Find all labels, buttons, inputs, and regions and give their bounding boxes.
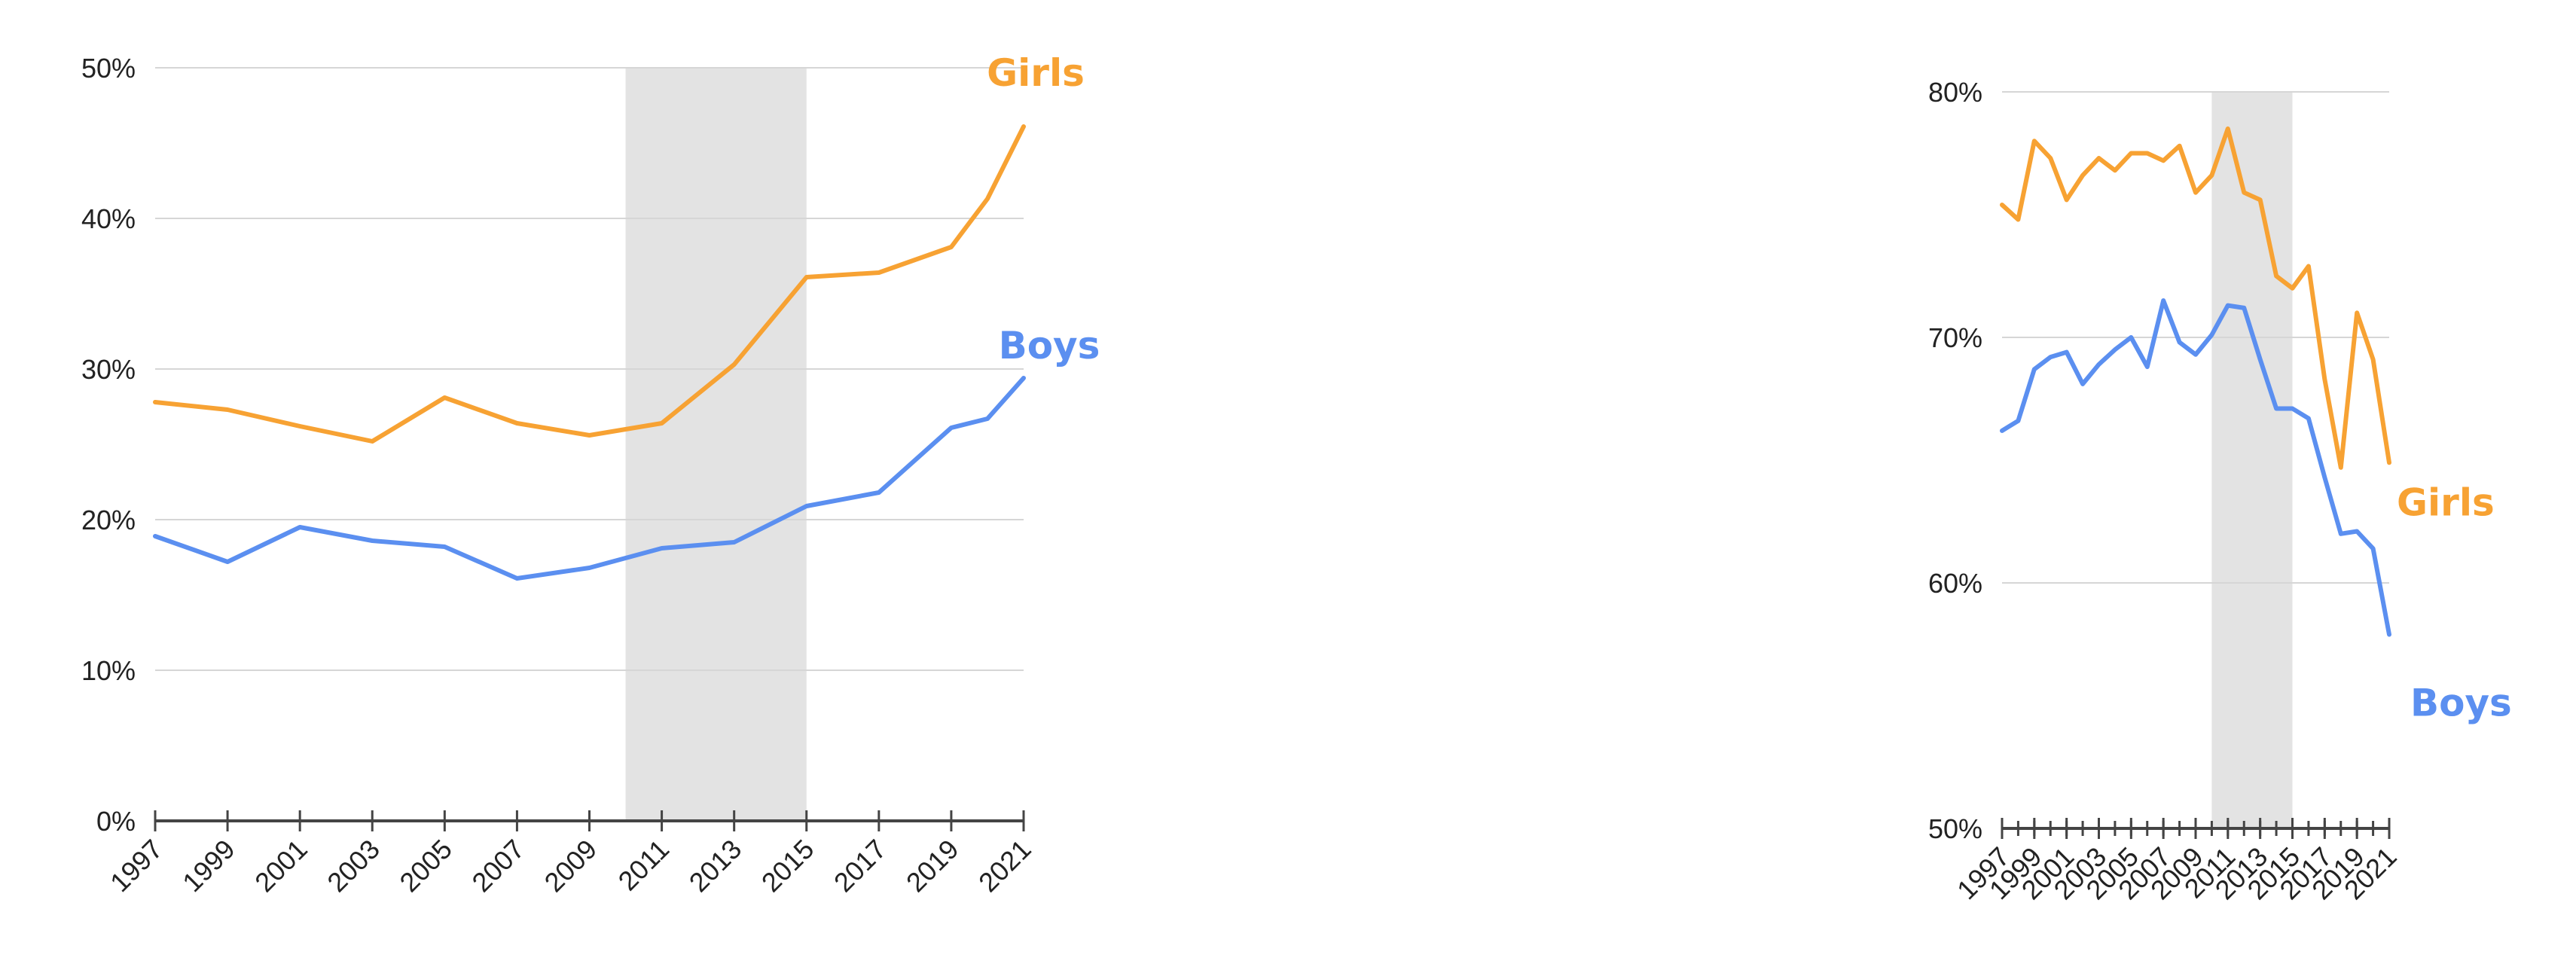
left-x-tick-label: 2021 xyxy=(972,834,1037,898)
left-y-tick-label: 50% xyxy=(81,53,136,84)
right-y-tick-label: 60% xyxy=(1928,568,1982,599)
left-series-girls-line xyxy=(153,124,1026,444)
left-x-tick-label: 2017 xyxy=(828,834,893,898)
right-y-tick-label: 70% xyxy=(1928,322,1982,353)
left-x-tick-label: 2013 xyxy=(683,834,748,898)
left-x-tick-label: 1999 xyxy=(176,834,241,898)
left-x-tick-label: 2015 xyxy=(755,834,820,898)
chart-left-svg: 0%10%20%30%40%50%1997 1999 2001 2003 2005 200… xyxy=(81,51,1100,898)
left-x-tick-label: 2009 xyxy=(539,834,603,898)
left-x-tick-label: 2003 xyxy=(321,834,386,898)
left-y-tick-label: 30% xyxy=(81,354,136,385)
left-y-tick-label: 40% xyxy=(81,203,136,234)
left-series-boys-line xyxy=(153,376,1026,581)
chart-left: 0% 10% 20% 30% 40% 50% 1997 1999 2001 2003 2005 200… xyxy=(81,51,1100,898)
left-y-tick-label: 10% xyxy=(81,655,136,686)
left-shaded-region xyxy=(625,68,807,821)
left-x-tick-label: 1997 xyxy=(104,834,169,898)
right-y-tick-label: 50% xyxy=(1928,813,1982,844)
right-series-label-boys: Boys xyxy=(2410,681,2512,724)
left-x-tick-label: 2005 xyxy=(393,834,458,898)
right-shaded-region xyxy=(2211,92,2293,828)
right-series-girls-line xyxy=(2000,126,2391,470)
left-x-tick-label: 2019 xyxy=(900,834,965,898)
chart-right: 50% 60% 70% 80% 1997 1999 2001 2003 2005 2007 2009… xyxy=(1288,0,2576,973)
left-y-tick-label: 0% xyxy=(96,806,136,837)
left-x-tick-label: 2007 xyxy=(465,834,530,898)
right-series-boys-line xyxy=(2000,298,2391,637)
right-series-label-girls: Girls xyxy=(2397,480,2495,524)
chart-right-svg: 50%60%70%80%1997199920012003200520072009… xyxy=(1928,77,2512,905)
left-x-tick-label: 2001 xyxy=(249,834,313,898)
left-y-tick-label: 20% xyxy=(81,505,136,535)
left-x-tick-label: 2011 xyxy=(612,834,676,897)
right-y-tick-label: 80% xyxy=(1928,77,1982,108)
left-series-label-boys: Boys xyxy=(999,324,1100,368)
left-series-label-girls: Girls xyxy=(987,51,1085,95)
